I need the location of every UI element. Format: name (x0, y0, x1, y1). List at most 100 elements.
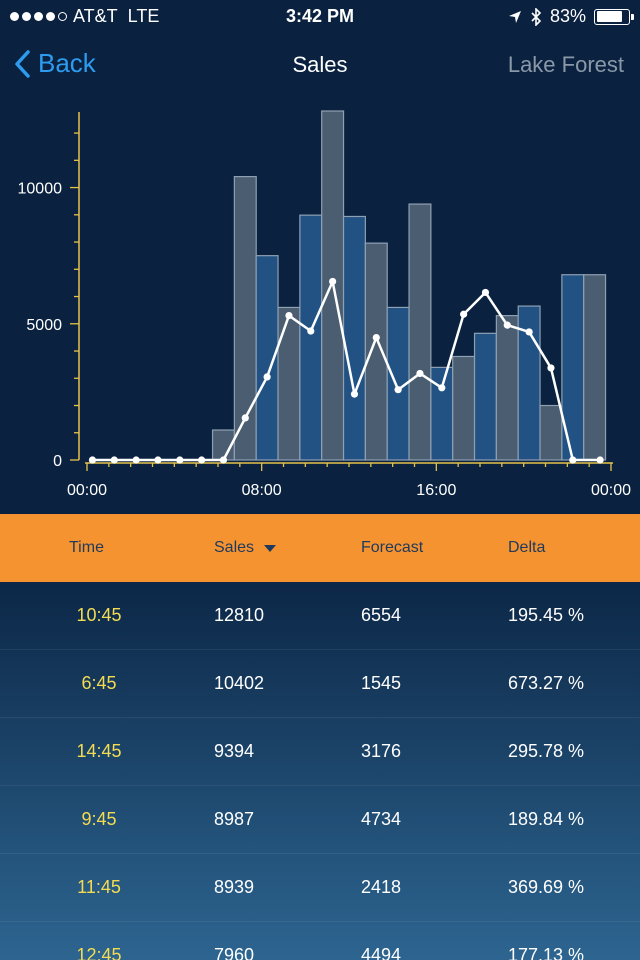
forecast-point (154, 456, 162, 464)
delta-cell: 189.84 % (508, 809, 585, 829)
carrier-name: AT&T (73, 6, 118, 26)
forecast-point (503, 321, 511, 329)
forecast-cell: 4734 (361, 809, 402, 829)
forecast-line (92, 280, 601, 462)
table-row[interactable]: 6:45 10402 1545 673.27 % (0, 650, 640, 718)
sales-table[interactable]: 10:45 12810 6554 195.45 % 6:45 10402 154… (0, 582, 640, 960)
sales-bar (277, 306, 301, 461)
sales-chart: 0 5000 10000 00:00 08:00 16:00 00:00 (18, 110, 631, 499)
network-type: LTE (127, 6, 160, 26)
sales-cell: 12810 (214, 605, 265, 625)
signal-dot (46, 12, 55, 21)
sales-cell: 8987 (214, 809, 255, 829)
forecast-point (176, 456, 184, 464)
column-header-forecast[interactable]: Forecast (361, 539, 423, 557)
status-time: 3:42 PM (285, 6, 355, 26)
delta-cell: 369.69 % (508, 877, 585, 897)
forecast-point (569, 456, 577, 464)
time-cell: 6:45 (81, 673, 117, 693)
location-arrow-icon (508, 10, 521, 23)
back-button[interactable]: Back (14, 48, 96, 79)
y-tick-label: 10000 (18, 181, 63, 198)
forecast-point (416, 369, 424, 378)
signal-dot (10, 12, 19, 21)
delta-cell: 673.27 % (508, 673, 585, 693)
forecast-point (350, 390, 359, 398)
forecast-point (198, 456, 206, 464)
forecast-point (481, 288, 490, 297)
delta-cell: 177.13 % (508, 945, 585, 960)
battery-percent: 83% (549, 6, 586, 26)
sales-cell: 10402 (214, 673, 265, 693)
forecast-point (285, 312, 293, 320)
signal-dot (58, 12, 67, 21)
forecast-point (263, 373, 271, 381)
back-label: Back (38, 48, 96, 78)
bar-series (211, 110, 607, 461)
forecast-point (460, 310, 468, 318)
sales-bar (452, 355, 476, 461)
x-tick-label: 16:00 (416, 482, 456, 499)
forecast-point (372, 333, 380, 342)
signal-dot (22, 12, 31, 21)
forecast-point (88, 456, 97, 464)
forecast-cell: 6554 (361, 605, 402, 625)
forecast-point (307, 327, 315, 335)
sort-descending-icon (264, 544, 277, 552)
forecast-point (241, 414, 249, 422)
forecast-cell: 3176 (361, 741, 402, 761)
delta-cell: 195.45 % (508, 605, 585, 625)
forecast-cell: 2418 (361, 877, 402, 897)
x-tick-label: 00:00 (591, 482, 631, 499)
signal-strength-icon (10, 12, 67, 21)
sales-bar (430, 366, 454, 461)
sales-cell: 8939 (214, 877, 255, 897)
sales-bar (473, 332, 497, 461)
forecast-cell: 4494 (361, 945, 402, 960)
forecast-point (394, 386, 402, 394)
forecast-point (132, 456, 140, 464)
forecast-point (219, 456, 228, 464)
x-tick-label: 08:00 (242, 482, 282, 499)
battery-icon (594, 8, 634, 25)
table-row[interactable]: 14:45 9394 3176 295.78 % (0, 718, 640, 786)
page-title: Sales (292, 52, 348, 77)
signal-dot (34, 12, 43, 21)
forecast-cell: 1545 (361, 673, 402, 693)
table-row[interactable]: 10:45 12810 6554 195.45 % (0, 582, 640, 650)
sales-cell: 9394 (214, 741, 255, 761)
table-row[interactable]: 9:45 8987 4734 189.84 % (0, 786, 640, 854)
time-cell: 10:45 (76, 605, 122, 625)
column-header-sales[interactable]: Sales (214, 539, 277, 557)
forecast-point (547, 364, 555, 372)
sales-cell: 7960 (214, 945, 255, 960)
x-tick-label: 00:00 (67, 482, 107, 499)
y-tick-label: 0 (53, 453, 62, 470)
table-row[interactable]: 11:45 8939 2418 369.69 % (0, 854, 640, 922)
sales-bar (517, 305, 541, 461)
status-bar: AT&T LTE 3:42 PM 83% (0, 0, 640, 34)
forecast-point (110, 456, 118, 464)
location-name[interactable]: Lake Forest (507, 52, 624, 77)
forecast-point (329, 277, 337, 286)
table-row[interactable]: 12:45 7960 4494 177.13 % (0, 922, 640, 960)
forecast-point (525, 328, 533, 336)
battery-fill (596, 11, 623, 22)
time-cell: 9:45 (81, 809, 117, 829)
delta-cell: 295.78 % (508, 741, 585, 761)
sales-bar (583, 274, 607, 461)
column-header-time[interactable]: Time (69, 539, 104, 557)
y-tick-label: 5000 (26, 317, 62, 334)
status-left: AT&T LTE (10, 6, 159, 27)
column-header-delta[interactable]: Delta (508, 539, 545, 557)
column-label: Forecast (361, 539, 424, 556)
sales-bar (408, 203, 432, 461)
sales-bar (299, 214, 323, 461)
sales-bar (364, 242, 388, 461)
bluetooth-icon (531, 7, 542, 26)
column-label: Time (69, 539, 104, 556)
nav-bar: Back Sales Lake Forest (0, 34, 640, 98)
sales-bar (539, 404, 563, 461)
table-header: Time Sales Forecast Delta (0, 514, 640, 582)
sales-bar (495, 315, 519, 461)
